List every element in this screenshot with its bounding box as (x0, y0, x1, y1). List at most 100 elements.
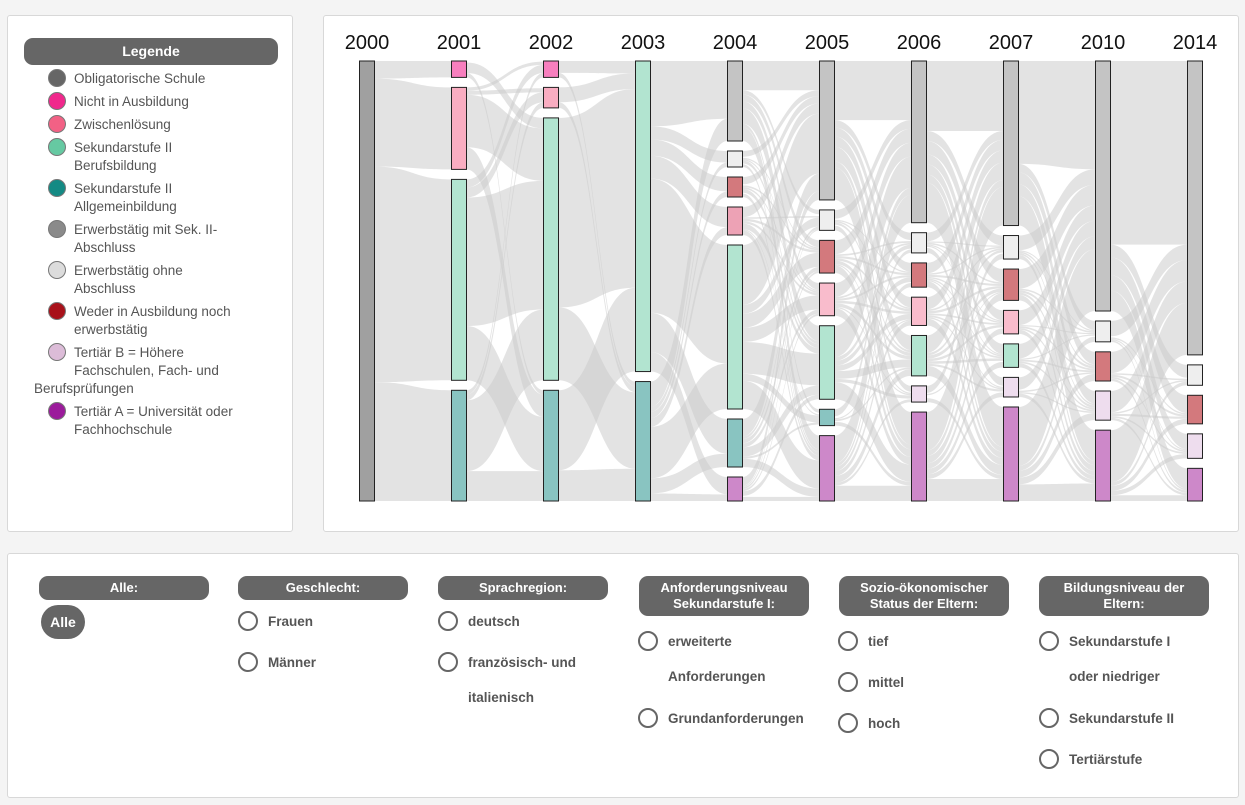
sankey-node[interactable] (1187, 364, 1203, 386)
sankey-node[interactable] (1187, 433, 1203, 459)
sankey-node[interactable] (911, 411, 927, 502)
sankey-link (466, 64, 544, 188)
sankey-link (466, 309, 544, 472)
sankey-link (650, 191, 728, 419)
sankey-node[interactable] (727, 60, 743, 142)
radio-circle[interactable] (1039, 631, 1059, 651)
sankey-link (834, 275, 912, 301)
sankey-node[interactable] (819, 209, 835, 231)
title-line: Sozio-ökonomischer (860, 580, 988, 595)
sankey-node[interactable] (727, 206, 743, 236)
sankey-node[interactable] (911, 334, 927, 377)
sankey-link (1018, 249, 1096, 466)
radio-circle[interactable] (638, 631, 658, 651)
legend-panel: Legende Obligatorische Schule Nicht in Au… (7, 15, 293, 532)
radio-circle[interactable] (238, 652, 258, 672)
sankey-link (1018, 236, 1096, 390)
sankey-node[interactable] (1095, 320, 1111, 343)
sankey-node[interactable] (819, 408, 835, 427)
radio-circle[interactable] (1039, 708, 1059, 728)
radio-circle[interactable] (838, 631, 858, 651)
sankey-link (1110, 244, 1188, 337)
sankey-node[interactable] (1187, 394, 1203, 425)
sankey-link (742, 221, 820, 296)
sankey-node[interactable] (451, 178, 467, 381)
sankey-node[interactable] (911, 60, 927, 224)
sankey-node[interactable] (911, 232, 927, 254)
sankey-node[interactable] (635, 381, 651, 502)
option-label-cont: Anforderungen (668, 669, 766, 684)
sankey-link (834, 368, 912, 483)
sankey-node[interactable] (1003, 268, 1019, 301)
legend-label: Abschluss (74, 281, 136, 296)
radio-circle[interactable] (838, 713, 858, 733)
sankey-link (650, 162, 728, 412)
sankey-link (1018, 205, 1096, 326)
sankey-node[interactable] (1003, 343, 1019, 368)
year-label: 2005 (805, 32, 850, 54)
sankey-node[interactable] (451, 60, 467, 78)
sankey-node[interactable] (1003, 406, 1019, 502)
sankey-node[interactable] (543, 60, 559, 78)
year-label: 2006 (897, 32, 942, 54)
radio-circle[interactable] (838, 672, 858, 692)
legend-item: Nicht in Ausbildung (48, 92, 189, 111)
sankey-node[interactable] (911, 262, 927, 288)
legend-label: Tertiär A = Universität oder (74, 404, 233, 419)
sankey-node[interactable] (819, 239, 835, 274)
sankey-node[interactable] (451, 86, 467, 170)
sankey-node[interactable] (1003, 309, 1019, 335)
sankey-link (466, 102, 544, 401)
sankey-node[interactable] (1095, 60, 1111, 312)
legend-label: Erwerbstätig ohne (74, 263, 183, 278)
sankey-node[interactable] (635, 60, 651, 373)
sankey-link (466, 94, 544, 181)
radio-circle[interactable] (1039, 749, 1059, 769)
sankey-node[interactable] (1187, 60, 1203, 356)
sankey-node[interactable] (543, 389, 559, 502)
sankey-node[interactable] (451, 389, 467, 502)
sankey-node[interactable] (727, 150, 743, 168)
sankey-link (834, 308, 912, 465)
sankey-node[interactable] (727, 418, 743, 468)
sankey-node[interactable] (911, 296, 927, 326)
radio-circle[interactable] (438, 652, 458, 672)
sankey-node[interactable] (1003, 376, 1019, 398)
sankey-node[interactable] (911, 385, 927, 403)
sankey-node[interactable] (727, 476, 743, 502)
sankey-node[interactable] (819, 60, 835, 201)
sankey-node[interactable] (1095, 351, 1111, 382)
sankey-node[interactable] (727, 244, 743, 410)
sankey-link (834, 378, 912, 399)
sankey-link (1018, 220, 1096, 359)
sankey-link (926, 61, 1004, 132)
sankey-node[interactable] (1187, 467, 1203, 502)
sankey-link (742, 230, 820, 461)
radio-circle[interactable] (438, 611, 458, 631)
sankey-node[interactable] (359, 60, 375, 502)
sankey-node[interactable] (543, 86, 559, 109)
sankey-node[interactable] (819, 282, 835, 317)
option-label: Frauen (268, 614, 314, 629)
sankey-node[interactable] (819, 435, 835, 502)
sankey-node[interactable] (543, 117, 559, 381)
sankey-link (834, 120, 912, 219)
alle-button[interactable]: Alle (41, 605, 85, 639)
sankey-node[interactable] (727, 176, 743, 198)
filter-title-geschlecht: Geschlecht: (238, 576, 408, 600)
sankey-link (742, 217, 820, 314)
sankey-link (926, 318, 1004, 465)
sankey-link (1110, 259, 1188, 374)
sankey-link (1018, 363, 1096, 480)
sankey-node[interactable] (1095, 429, 1111, 502)
sankey-link (650, 139, 728, 192)
sankey-link (926, 291, 1004, 396)
sankey-node[interactable] (1003, 60, 1019, 227)
sankey-node[interactable] (1095, 390, 1111, 421)
legend-label: Erwerbstätig mit Sek. II- (74, 222, 218, 237)
sankey-node[interactable] (1003, 235, 1019, 260)
radio-circle[interactable] (638, 708, 658, 728)
legend-swatch-icon (48, 402, 66, 420)
radio-circle[interactable] (238, 611, 258, 631)
sankey-node[interactable] (819, 325, 835, 400)
